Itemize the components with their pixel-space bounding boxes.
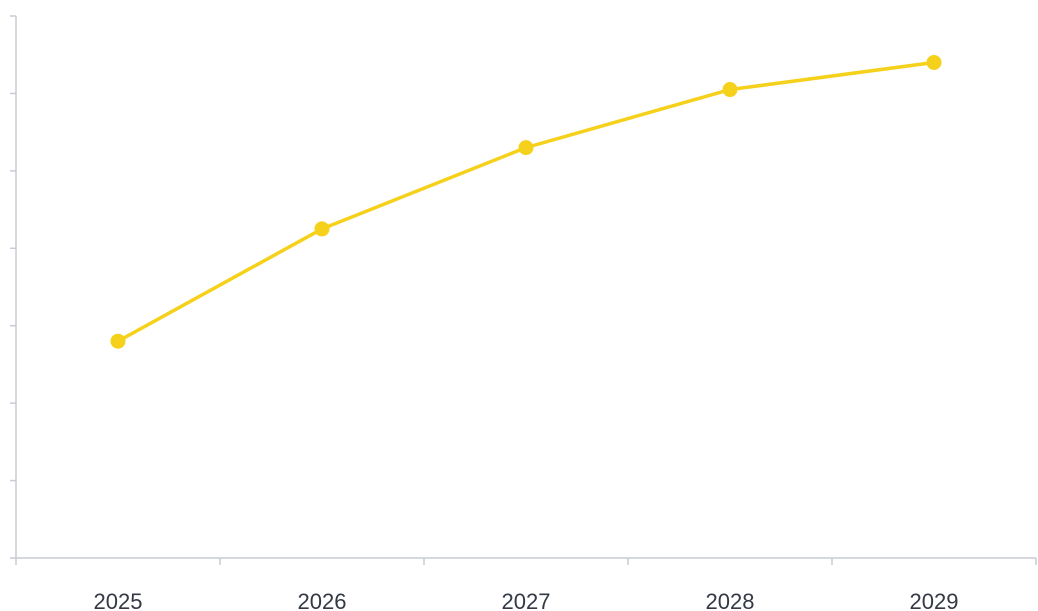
x-tick-label-2025: 2025 [94,589,143,611]
data-point-2027[interactable] [518,140,534,156]
x-tick-label-2029: 2029 [910,589,959,611]
x-tick-label-2026: 2026 [298,589,347,611]
x-axis-ticks [15,558,1037,565]
y-axis-ticks [10,15,16,559]
series-line-0 [116,60,936,343]
x-axis-tick-labels: 2025 2026 2027 2028 2029 [94,589,959,611]
series-group [110,54,942,349]
data-point-2026[interactable] [314,221,330,237]
data-point-2028[interactable] [722,82,738,98]
x-tick-label-2027: 2027 [502,589,551,611]
data-point-2025[interactable] [110,333,126,349]
data-point-2029[interactable] [926,54,942,70]
x-tick-label-2028: 2028 [706,589,755,611]
